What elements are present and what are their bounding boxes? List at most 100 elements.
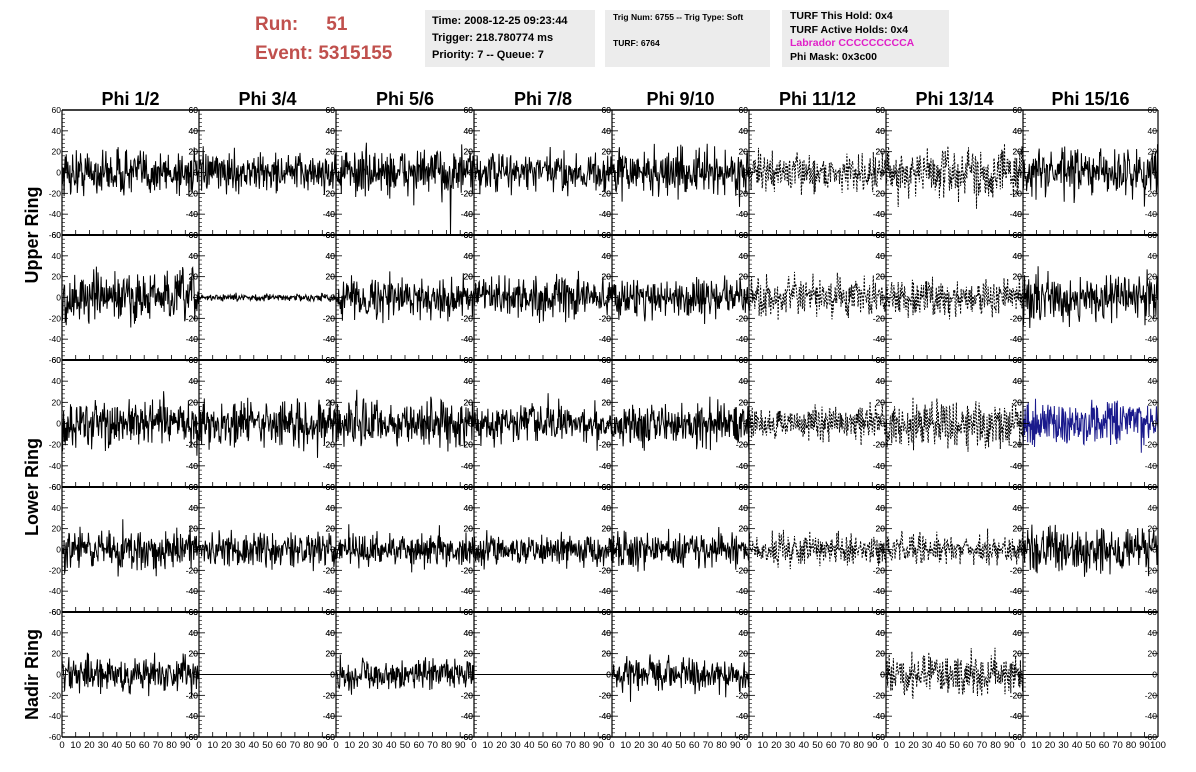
y-tick-label: -20	[599, 440, 612, 450]
waveform-line	[61, 652, 200, 698]
x-tick-label: 50	[538, 740, 549, 751]
y-tick-label-right: 40	[876, 628, 886, 638]
waveform-line	[335, 524, 475, 573]
run-value: 51	[326, 14, 348, 35]
y-tick-label: 40	[52, 376, 62, 386]
y-tick-label-right: 0	[880, 545, 885, 555]
y-tick-label-right: 40	[602, 503, 612, 513]
y-tick-label: -40	[461, 586, 474, 596]
y-tick-label-right: -40	[323, 334, 336, 344]
y-tick-label: 20	[602, 397, 612, 407]
y-tick-label-right: 20	[189, 649, 199, 659]
y-tick-label: 20	[189, 397, 199, 407]
y-tick-label: 40	[876, 376, 886, 386]
turf-this-hold-text: TURF This Hold: 0x4	[790, 10, 893, 22]
y-tick-label: -40	[873, 209, 886, 219]
trig-num-box: Trig Num: 6755 -- Trig Type: Soft TURF: …	[605, 10, 770, 67]
x-tick-label: 40	[662, 740, 673, 751]
y-tick-label-right: -40	[736, 461, 749, 471]
y-tick-label-right: -40	[1145, 461, 1158, 471]
waveform-line	[335, 142, 475, 236]
y-tick-label-right: 40	[1148, 251, 1158, 261]
y-tick-label: 40	[189, 376, 199, 386]
y-tick-label: 20	[739, 649, 749, 659]
y-tick-label: -20	[186, 440, 199, 450]
y-tick-label: 60	[52, 105, 62, 115]
y-tick-label: -40	[186, 586, 199, 596]
y-tick-label-right: -20	[599, 565, 612, 575]
y-tick-label: 20	[52, 272, 62, 282]
x-tick-label: 10	[620, 740, 631, 751]
y-tick-label-right: -40	[323, 711, 336, 721]
y-tick-label-right: 20	[602, 272, 612, 282]
y-tick-label: -20	[186, 690, 199, 700]
column-title: Phi 7/8	[514, 89, 572, 109]
y-tick-label: 0	[330, 168, 335, 178]
y-tick-label: 40	[602, 376, 612, 386]
y-tick-label-right: -40	[736, 586, 749, 596]
y-tick-label-right: -20	[186, 440, 199, 450]
y-tick-label: 0	[468, 168, 473, 178]
y-tick-label-right: -20	[736, 565, 749, 575]
y-tick-label-right: 20	[739, 272, 749, 282]
y-tick-label: 0	[56, 545, 61, 555]
y-tick-label: 20	[739, 272, 749, 282]
y-tick-label: 0	[56, 168, 61, 178]
x-tick-label: 40	[386, 740, 397, 751]
y-tick-label: 20	[326, 397, 336, 407]
y-tick-label-right: -20	[1145, 690, 1158, 700]
y-tick-label: -20	[736, 565, 749, 575]
column-title: Phi 3/4	[238, 89, 296, 109]
waveform-line	[1022, 398, 1159, 453]
y-tick-label-right: -40	[873, 209, 886, 219]
x-tick-label: 80	[853, 740, 864, 751]
x-tick-label: 0	[471, 740, 476, 751]
y-tick-label-right: 20	[464, 524, 474, 534]
y-tick-label-right: 0	[743, 168, 748, 178]
y-tick-label: 20	[52, 649, 62, 659]
y-tick-label-right: 20	[464, 649, 474, 659]
x-tick-label: 30	[785, 740, 796, 751]
waveform-line	[473, 530, 613, 570]
y-tick-label: 40	[602, 628, 612, 638]
x-tick-label: 20	[771, 740, 782, 751]
y-tick-label-right: -40	[1010, 711, 1023, 721]
waveform-line	[335, 389, 475, 452]
y-tick-label: -40	[323, 711, 336, 721]
y-tick-label-right: 40	[326, 126, 336, 136]
y-tick-label: 40	[52, 503, 62, 513]
y-tick-label-right: 0	[1017, 419, 1022, 429]
y-tick-label-right: -20	[599, 313, 612, 323]
waveform-line	[1022, 524, 1159, 577]
y-tick-label-right: -20	[1010, 690, 1023, 700]
x-tick-label: 90	[593, 740, 604, 751]
y-tick-label: 20	[876, 524, 886, 534]
y-tick-label: 0	[1017, 670, 1022, 680]
y-tick-label-right: -40	[1145, 209, 1158, 219]
y-tick-label-right: -20	[461, 565, 474, 575]
y-tick-label: -20	[873, 313, 886, 323]
y-tick-label-right: -40	[1010, 461, 1023, 471]
y-tick-label-right: 0	[1017, 293, 1022, 303]
y-tick-label: -40	[461, 711, 474, 721]
y-tick-label: 0	[880, 545, 885, 555]
x-tick-label: 40	[249, 740, 260, 751]
y-tick-label-right: 20	[602, 649, 612, 659]
waveform-line	[885, 647, 1024, 699]
y-tick-label: -20	[323, 188, 336, 198]
x-tick-label: 60	[963, 740, 974, 751]
y-tick-label: 0	[330, 293, 335, 303]
y-tick-label: -20	[49, 440, 62, 450]
y-tick-label-right: -20	[599, 690, 612, 700]
waveform-line	[885, 143, 1024, 209]
y-tick-label-right: 0	[606, 293, 611, 303]
x-tick-label: 90	[1004, 740, 1015, 751]
y-tick-label: 20	[602, 147, 612, 157]
y-tick-label-right: -20	[736, 188, 749, 198]
x-tick-label: 50	[949, 740, 960, 751]
y-tick-label: -40	[873, 711, 886, 721]
y-tick-label: 20	[739, 147, 749, 157]
y-tick-label: 0	[1017, 168, 1022, 178]
y-tick-label-right: 40	[464, 503, 474, 513]
waveform-line	[885, 528, 1024, 566]
